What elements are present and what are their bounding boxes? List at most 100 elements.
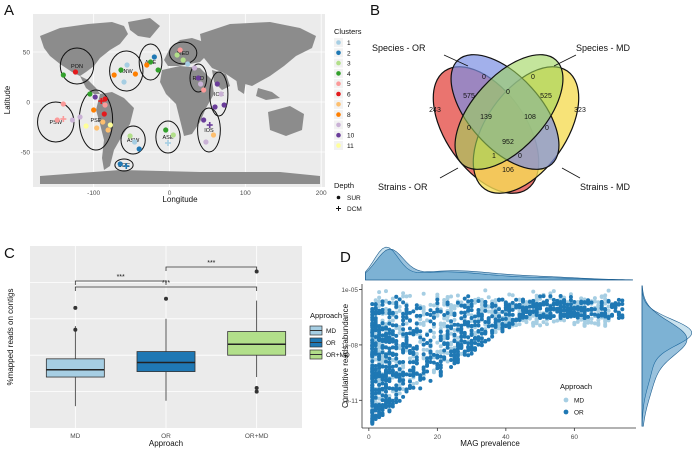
- or-point: [473, 340, 478, 345]
- md-point: [479, 303, 484, 308]
- or-point: [373, 417, 378, 422]
- or-point: [428, 343, 433, 348]
- or-point: [610, 302, 615, 307]
- or-point: [421, 365, 426, 370]
- or-point: [380, 364, 385, 369]
- or-point: [435, 309, 440, 314]
- or-point: [383, 326, 388, 331]
- md-point: [589, 320, 594, 325]
- or-point: [404, 335, 409, 340]
- md-point: [596, 322, 601, 327]
- region-outline-asw: [120, 125, 146, 155]
- box-or: [136, 351, 196, 372]
- md-point: [473, 332, 478, 337]
- venn-count: 323: [574, 107, 586, 114]
- or-point: [520, 314, 525, 319]
- or-point: [411, 350, 416, 355]
- sur-station-point: [60, 101, 66, 107]
- or-point: [414, 357, 419, 362]
- or-point: [455, 352, 460, 357]
- md-point: [579, 317, 584, 322]
- or-point: [377, 365, 382, 370]
- significance-label: ***: [207, 260, 215, 267]
- region-outline-pon: [59, 47, 95, 85]
- or-point: [380, 333, 385, 338]
- sur-station-point: [203, 139, 209, 145]
- or-point: [390, 364, 395, 369]
- md-point: [596, 318, 601, 323]
- or-point: [414, 313, 419, 318]
- or-point: [486, 324, 491, 329]
- md-point: [469, 318, 474, 323]
- md-point: [449, 310, 454, 315]
- or-point: [394, 294, 399, 299]
- or-point: [479, 340, 484, 345]
- strains-md-pointer: [561, 167, 581, 179]
- md-point: [421, 347, 426, 352]
- abundance-y-axis-label: Cumulative reads abundance: [341, 303, 350, 408]
- or-point: [438, 309, 443, 314]
- or-point: [572, 313, 577, 318]
- or-point: [575, 311, 580, 316]
- md-point: [507, 292, 512, 297]
- map-x-tick-label: -100: [87, 190, 100, 197]
- sur-station-point: [111, 72, 117, 78]
- or-point: [387, 351, 392, 356]
- md-point: [428, 302, 433, 307]
- or-point: [524, 310, 529, 315]
- or-point: [373, 363, 378, 368]
- map-x-tick-label: 200: [316, 190, 327, 197]
- or-point: [544, 302, 549, 307]
- or-point: [562, 308, 567, 313]
- or-point: [397, 372, 402, 377]
- sur-station-point: [117, 161, 123, 167]
- or-point: [425, 369, 430, 374]
- or-point: [449, 349, 454, 354]
- md-point: [452, 328, 457, 333]
- or-point: [493, 303, 498, 308]
- or-point: [620, 307, 625, 312]
- or-point: [514, 303, 519, 308]
- region-outline-pse: [78, 89, 114, 151]
- md-point: [603, 297, 608, 302]
- or-point: [407, 343, 412, 348]
- sur-station-point: [177, 47, 183, 53]
- md-point: [527, 315, 532, 320]
- outlier-point: [73, 305, 78, 310]
- or-point: [568, 298, 573, 303]
- or-point: [493, 320, 498, 325]
- or-point: [407, 360, 412, 365]
- or-point: [425, 341, 430, 346]
- significance-brackets: *********: [74, 260, 258, 291]
- panel-b-letter: B: [370, 2, 380, 19]
- or-point: [401, 360, 406, 365]
- panel-a-letter: A: [4, 2, 14, 19]
- md-point: [383, 306, 388, 311]
- or-point: [407, 348, 412, 353]
- or-point: [503, 323, 508, 328]
- approach-legend-label: MD: [574, 398, 584, 405]
- or-point: [599, 313, 604, 318]
- or-point: [603, 306, 608, 311]
- or-point: [616, 302, 621, 307]
- or-point: [414, 344, 419, 349]
- md-point: [445, 318, 450, 323]
- or-point: [414, 371, 419, 376]
- or-point: [551, 314, 556, 319]
- md-point: [455, 335, 460, 340]
- outlier-point: [254, 385, 259, 390]
- md-point: [551, 319, 556, 324]
- or-point: [404, 345, 409, 350]
- or-point: [387, 386, 392, 391]
- or-point: [500, 309, 505, 314]
- or-point: [551, 297, 556, 302]
- or-point: [431, 352, 436, 357]
- or-point: [442, 355, 447, 360]
- md-point: [390, 318, 395, 323]
- or-point: [370, 353, 375, 358]
- or-point: [380, 386, 385, 391]
- md-point: [510, 293, 515, 298]
- or-point: [421, 342, 426, 347]
- or-point: [404, 372, 409, 377]
- or-point: [377, 362, 382, 367]
